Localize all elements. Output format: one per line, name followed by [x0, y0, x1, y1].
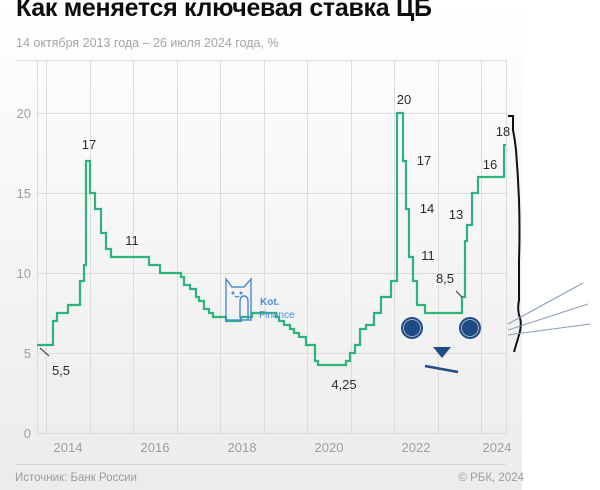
y-tick-5: 5 [24, 346, 31, 361]
watermark-line1: Kot. [260, 297, 280, 308]
y-tick-0: 0 [24, 426, 31, 441]
annotation-5-5: 5,5 [52, 363, 70, 378]
annotation-20: 20 [397, 92, 411, 107]
annotation-4-25: 4,25 [331, 377, 356, 392]
data-annotations: 5,5 17 11 4,25 20 17 14 11 8,5 13 16 18 [52, 92, 510, 392]
cat-logo-icon [225, 276, 252, 321]
y-axis-labels: 20 15 10 5 0 [17, 106, 31, 441]
annotation-11-2022: 11 [421, 248, 435, 263]
footer-separator [16, 464, 506, 465]
cat-whiskers [507, 282, 591, 336]
x-gridlines [37, 60, 507, 434]
y-gridlines [37, 113, 506, 434]
x-tick-2014: 2014 [54, 440, 83, 455]
x-tick-2016: 2016 [141, 440, 170, 455]
annotation-11-2015: 11 [125, 233, 139, 248]
leader-8-5 [455, 290, 463, 298]
kot-finance-watermark: Kot. Finance [225, 276, 295, 321]
leader-5-5 [39, 347, 50, 357]
chart-title: Как меняется ключевая ставка ЦБ [16, 0, 432, 22]
annotation-14: 14 [420, 201, 434, 216]
annotation-18: 18 [496, 124, 510, 139]
x-tick-2020: 2020 [315, 440, 344, 455]
cat-mouth [424, 364, 459, 374]
x-tick-2024: 2024 [483, 440, 512, 455]
annotation-8-5: 8,5 [436, 271, 454, 286]
annotation-13: 13 [449, 207, 463, 222]
cat-nose-icon [433, 347, 451, 358]
annotation-17-2022: 17 [417, 153, 431, 168]
cat-doodle [401, 115, 591, 374]
watermark-line2: Finance [259, 310, 295, 321]
y-tick-10: 10 [17, 266, 31, 281]
x-tick-2018: 2018 [228, 440, 257, 455]
annotation-17-2014: 17 [82, 137, 96, 152]
x-axis-labels: 2014 2016 2018 2020 2022 2024 [54, 440, 512, 455]
y-tick-15: 15 [17, 186, 31, 201]
copyright-label: © РБК, 2024 [458, 472, 524, 484]
x-tick-2022: 2022 [402, 440, 431, 455]
cat-tail-line [508, 115, 522, 353]
chart-subtitle: 14 октября 2013 года – 26 июля 2024 года… [16, 36, 279, 50]
key-rate-line [37, 111, 506, 367]
source-label: Источник: Банк России [15, 472, 137, 484]
y-tick-20: 20 [17, 106, 31, 121]
annotation-16: 16 [483, 157, 497, 172]
cat-eyes-icon [401, 317, 481, 339]
